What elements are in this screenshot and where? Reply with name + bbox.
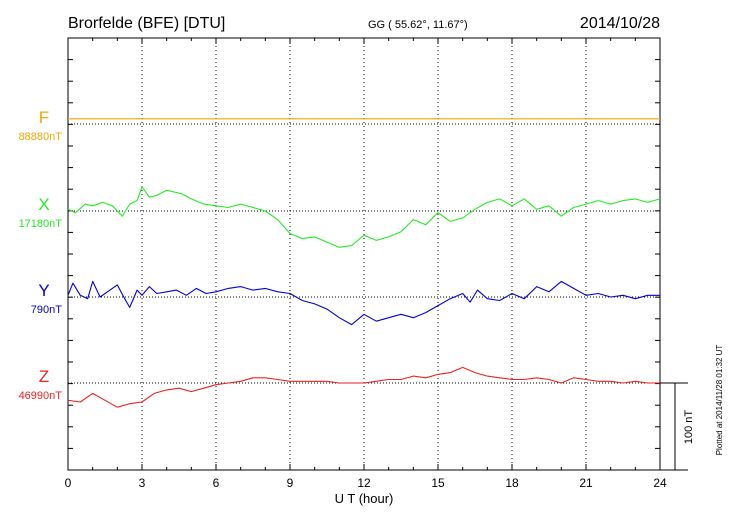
x-tick-label: 18 xyxy=(505,476,519,490)
scale-bar-label: 100 nT xyxy=(683,410,695,445)
series-baseline-label-z: 46990nT xyxy=(19,390,63,402)
x-tick-label: 0 xyxy=(65,476,72,490)
scale-bar: 100 nT xyxy=(660,382,695,471)
series-name-f: F xyxy=(39,108,49,127)
series-labels: F 88880nT X 17180nT Y 790nT Z 46990nT xyxy=(19,108,63,402)
series-baseline-label-x: 17180nT xyxy=(19,218,63,230)
series-baseline-label-f: 88880nT xyxy=(19,131,63,143)
date-label: 2014/10/28 xyxy=(580,15,660,32)
x-tick-label: 21 xyxy=(579,476,593,490)
series-name-y: Y xyxy=(38,281,49,300)
grid xyxy=(141,38,587,470)
coords-label: GG ( 55.62°, 11.67°) xyxy=(368,19,468,31)
x-tick-label: 15 xyxy=(431,476,445,490)
x-axis-title: U T (hour) xyxy=(335,491,394,506)
series-line-z xyxy=(67,366,660,408)
series-name-z: Z xyxy=(39,367,49,386)
series-baseline-label-y: 790nT xyxy=(31,304,62,316)
x-tick-label: 6 xyxy=(213,476,220,490)
x-axis: 0 3 6 9 12 15 18 21 24 xyxy=(65,38,667,490)
plotted-note: Plotted at 2014/11/28 01:32 UT xyxy=(715,345,724,456)
x-tick-label: 3 xyxy=(139,476,146,490)
series-layer xyxy=(67,118,661,408)
x-tick-label: 9 xyxy=(287,476,294,490)
series-line-y xyxy=(67,280,660,326)
series-line-x xyxy=(67,186,661,248)
series-name-x: X xyxy=(38,195,49,214)
x-tick-label: 12 xyxy=(357,476,371,490)
station-title: Brorfelde (BFE) [DTU] xyxy=(68,15,225,32)
x-tick-label: 24 xyxy=(653,476,667,490)
